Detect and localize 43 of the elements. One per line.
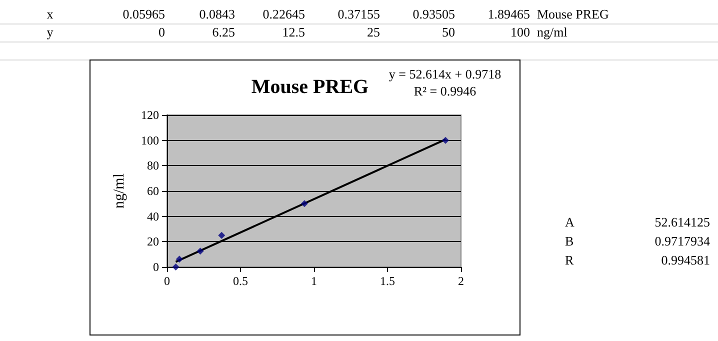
text: 0.0843 [199, 6, 235, 22]
text: 52.614125 [654, 214, 710, 230]
y-tick-label: 80 [147, 158, 159, 173]
text: Mouse PREG [537, 6, 609, 22]
chart-title: Mouse PREG [251, 76, 370, 98]
text: y [46, 24, 54, 40]
point [218, 232, 226, 239]
text: A [565, 214, 575, 230]
x-tick-label: 2 [458, 274, 464, 288]
y-tick-label: 60 [147, 184, 159, 198]
text: B [565, 234, 574, 248]
text: y = 52.614x + 0.9718 [388, 66, 502, 82]
point [176, 256, 183, 263]
point [196, 248, 204, 255]
x-tick-label: 0 [164, 274, 170, 288]
text: 1.89465 [488, 6, 530, 22]
text: R² = 0.9946 [414, 84, 477, 98]
text: 25 [367, 24, 380, 40]
y-tick-label: 100 [141, 133, 159, 148]
text: 0.37155 [338, 6, 380, 22]
y-tick-label: 40 [147, 209, 159, 224]
y-tick-label: 20 [147, 234, 159, 249]
x-tick-label: 0.5 [233, 274, 248, 288]
text: 50 [442, 24, 455, 40]
text: 0.9717934 [654, 234, 710, 248]
text: R [565, 252, 574, 268]
x-tick-label: 1.5 [380, 274, 395, 288]
point [172, 264, 180, 270]
text: 6.25 [212, 24, 235, 40]
text: 0.994581 [661, 252, 710, 268]
text: 100 [510, 24, 530, 40]
text: x [46, 6, 54, 22]
point [300, 200, 308, 208]
x-tick-label: 1 [311, 274, 317, 288]
text: 0.05965 [122, 6, 165, 22]
text: ng/ml [537, 24, 568, 40]
point [442, 136, 450, 144]
text: 0.93505 [412, 6, 455, 22]
y-tick-label: 120 [141, 108, 159, 122]
y-tick-label: 0 [153, 260, 159, 274]
text: 12.5 [282, 24, 305, 40]
text: 0.22645 [262, 6, 305, 22]
y-axis-title: ng/ml [112, 173, 128, 209]
